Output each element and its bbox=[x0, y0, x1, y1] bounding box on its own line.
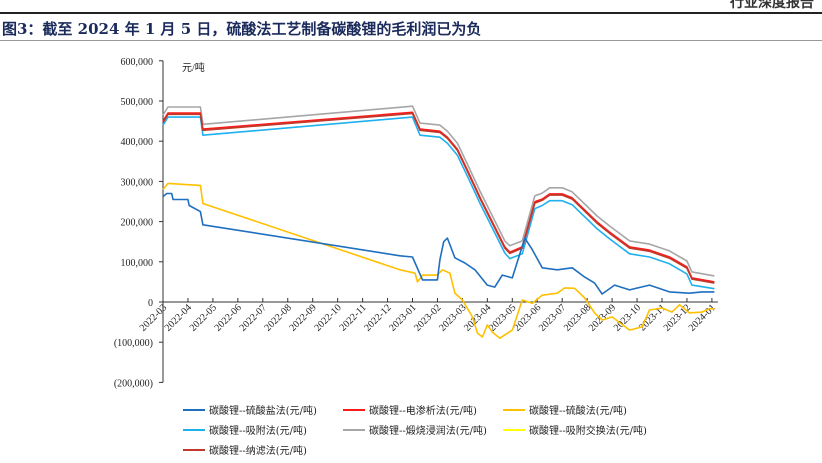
series-line-2 bbox=[162, 182, 715, 340]
legend-label: 碳酸锂--吸附交换法(元/吨) bbox=[529, 426, 647, 437]
x-axis: 2022-032022-042022-052022-062022-072022-… bbox=[138, 298, 718, 334]
legend-item: 碳酸锂--硫酸盐法(元/吨) bbox=[183, 402, 343, 417]
legend-item: 碳酸锂--煅烧浸润法(元/吨) bbox=[343, 422, 503, 437]
legend-label: 碳酸锂--纳滤法(元/吨) bbox=[209, 446, 307, 457]
figure-title: 图3：截至 2024 年 1 月 5 日，硫酸法工艺制备碳酸锂的毛利润已为负 bbox=[2, 20, 482, 38]
y-tick-label: 600,000 bbox=[121, 57, 154, 68]
y-tick-label: (200,000) bbox=[114, 378, 153, 389]
legend-label: 碳酸锂--吸附法(元/吨) bbox=[209, 426, 307, 437]
y-tick-label: (100,000) bbox=[114, 338, 153, 349]
x-tick-label: 2022-10 bbox=[312, 302, 343, 333]
legend: 碳酸锂--硫酸盐法(元/吨) 碳酸锂--电渗析法(元/吨) 碳酸锂--硫酸法(元/吨… bbox=[183, 402, 673, 457]
y-tick-label: 400,000 bbox=[121, 137, 154, 148]
legend-label: 碳酸锂--电渗析法(元/吨) bbox=[369, 406, 477, 417]
y-tick-label: 200,000 bbox=[121, 218, 154, 229]
legend-swatch bbox=[343, 408, 365, 411]
y-tick-label: 100,000 bbox=[121, 258, 154, 269]
legend-swatch bbox=[183, 448, 205, 451]
legend-swatch bbox=[503, 408, 525, 411]
title-rule bbox=[0, 40, 822, 41]
y-tick-label: 300,000 bbox=[121, 177, 154, 188]
y-tick-label: 500,000 bbox=[121, 97, 154, 108]
legend-label: 碳酸锂--硫酸盐法(元/吨) bbox=[209, 406, 317, 417]
legend-item: 碳酸锂--电渗析法(元/吨) bbox=[343, 402, 503, 417]
legend-item: 碳酸锂--纳滤法(元/吨) bbox=[183, 442, 343, 457]
series-line-0 bbox=[162, 192, 715, 295]
y-tick-label: 0 bbox=[148, 298, 153, 309]
header-tag: 行业深度报告 bbox=[730, 0, 814, 11]
series-line-4 bbox=[162, 105, 715, 277]
legend-swatch bbox=[183, 428, 205, 431]
series-line-6 bbox=[162, 112, 715, 284]
legend-item: 碳酸锂--硫酸法(元/吨) bbox=[503, 402, 673, 417]
legend-label: 碳酸锂--煅烧浸润法(元/吨) bbox=[369, 426, 487, 437]
legend-swatch bbox=[503, 428, 525, 431]
legend-item: 碳酸锂--吸附交换法(元/吨) bbox=[503, 422, 673, 437]
legend-item: 碳酸锂--吸附法(元/吨) bbox=[183, 422, 343, 437]
legend-swatch bbox=[343, 428, 365, 431]
legend-label: 碳酸锂--硫酸法(元/吨) bbox=[529, 406, 627, 417]
top-rule bbox=[0, 12, 822, 14]
x-tick-label: 2024-01 bbox=[687, 302, 718, 333]
series-lines bbox=[162, 105, 715, 340]
y-axis-unit: 元/吨 bbox=[182, 61, 205, 74]
series-line-3 bbox=[162, 116, 715, 290]
legend-swatch bbox=[183, 408, 205, 411]
y-axis: 600,000 500,000 400,000 300,000 200,000 100,0… bbox=[114, 57, 164, 389]
